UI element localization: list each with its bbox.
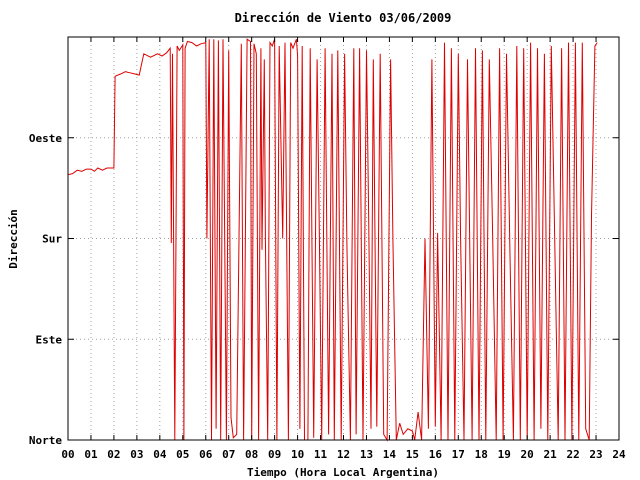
x-tick-label: 15 (406, 448, 419, 461)
x-axis-label: Tiempo (Hora Local Argentina) (247, 466, 439, 479)
wind-direction-series (67, 38, 598, 442)
x-tick-label: 23 (589, 448, 602, 461)
x-tick-label: 19 (498, 448, 511, 461)
x-tick-label: 05 (176, 448, 189, 461)
x-tick-label: 17 (452, 448, 465, 461)
y-axis-label: Dirección (7, 209, 20, 269)
x-tick-label: 01 (84, 448, 98, 461)
x-tick-label: 00 (61, 448, 74, 461)
tick-layer: 00 01 02 03 04 05 06 07 08 09 10 11 12 13 14 15 16 17 18 19… (29, 37, 626, 461)
x-tick-label: 12 (337, 448, 350, 461)
x-tick-label: 14 (383, 448, 397, 461)
x-tick-label: 22 (566, 448, 579, 461)
x-tick-label: 08 (245, 448, 258, 461)
y-tick-label: Este (36, 333, 63, 346)
x-tick-label: 03 (130, 448, 143, 461)
x-tick-label: 09 (268, 448, 281, 461)
x-tick-label: 10 (291, 448, 304, 461)
x-tick-label: 13 (360, 448, 373, 461)
x-tick-label: 21 (544, 448, 558, 461)
x-tick-label: 20 (521, 448, 534, 461)
chart-title: Dirección de Viento 03/06/2009 (235, 11, 452, 25)
y-tick-label: Sur (42, 233, 62, 246)
x-tick-label: 02 (107, 448, 120, 461)
series-layer (67, 38, 598, 442)
x-tick-label: 11 (314, 448, 328, 461)
x-tick-label: 18 (475, 448, 488, 461)
y-tick-label: Oeste (29, 132, 62, 145)
x-tick-label: 04 (153, 448, 167, 461)
y-tick-label: Norte (29, 434, 62, 447)
x-tick-label: 16 (429, 448, 443, 461)
x-tick-label: 07 (222, 448, 235, 461)
grid-lines (68, 37, 619, 440)
x-tick-label: 24 (612, 448, 626, 461)
x-tick-label: 06 (199, 448, 213, 461)
